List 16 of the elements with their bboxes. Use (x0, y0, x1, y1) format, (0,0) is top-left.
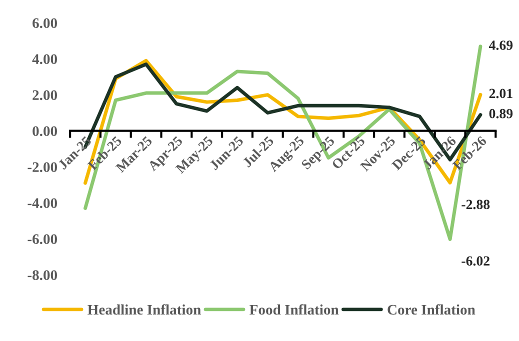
y-tick-label: -8.00 (28, 270, 58, 280)
data-label: -2.88 (462, 200, 490, 210)
y-tick-label: 4.00 (32, 54, 58, 64)
y-tick-label: -2.00 (28, 162, 58, 172)
y-tick-label: 2.00 (32, 90, 58, 100)
legend-label: Core Inflation (388, 304, 476, 315)
y-tick-label: 0.00 (32, 126, 58, 136)
y-tick-label: 6.00 (32, 18, 58, 28)
data-label: 2.01 (489, 88, 512, 98)
legend-label: Headline Inflation (88, 304, 201, 315)
data-label: 4.69 (488, 40, 513, 50)
legend-label: Food Inflation (250, 304, 339, 315)
data-label: 0.89 (489, 108, 513, 118)
data-label: -6.02 (462, 256, 490, 266)
y-tick-label: -4.00 (28, 198, 58, 208)
y-tick-label: -6.00 (28, 234, 58, 244)
